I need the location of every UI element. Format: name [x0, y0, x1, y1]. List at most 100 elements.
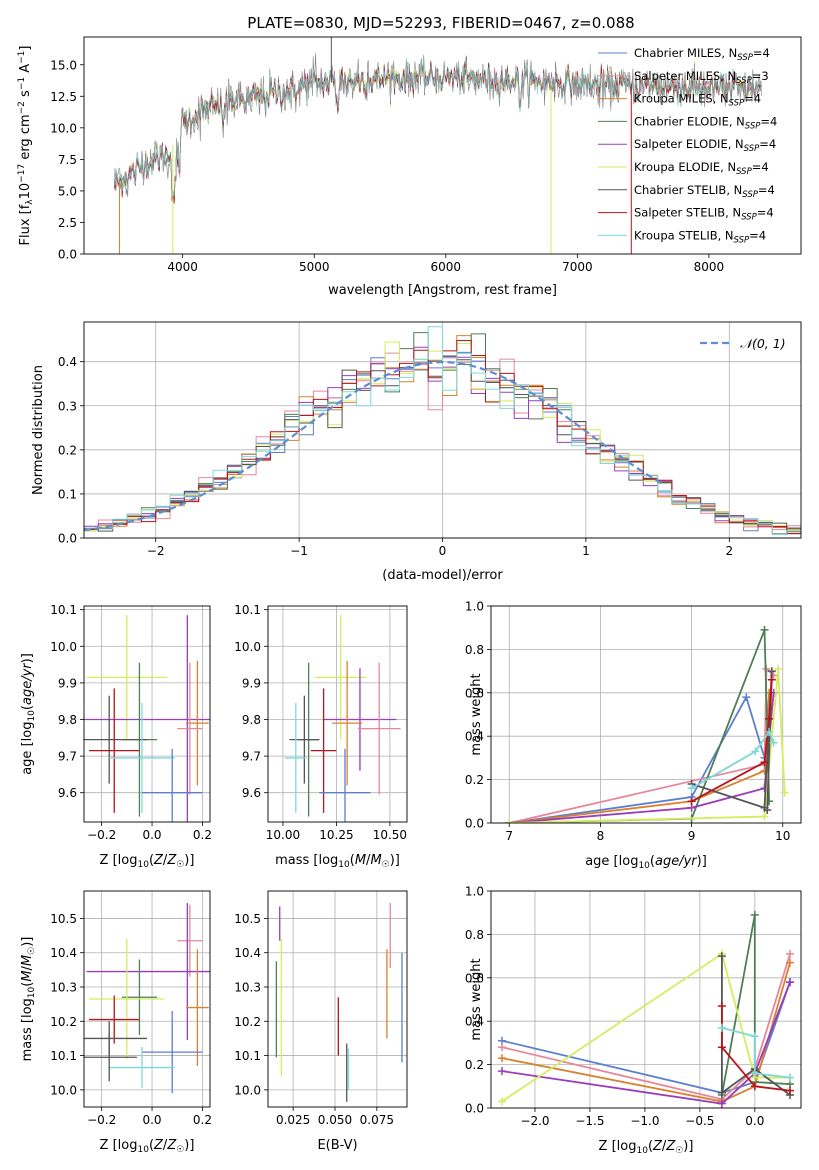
y-tick-label: 1.0	[465, 885, 484, 899]
y-tick-label: 9.8	[58, 713, 77, 727]
x-tick-label: 1	[582, 544, 590, 558]
x-tick-label: 5000	[299, 260, 330, 274]
y-tick-label: 0.0	[465, 817, 484, 831]
legend-label-text: Kroupa ELODIE, N	[634, 160, 736, 174]
y-tick-label: 0.2	[58, 443, 77, 457]
x-tick-label: 8	[597, 829, 605, 843]
y-axis-label-part: M	[20, 970, 35, 981]
weight-marker	[497, 1097, 506, 1106]
weight-marker	[786, 1086, 795, 1095]
weight-line-salpeter-stelib	[691, 679, 773, 803]
axes-frame	[267, 605, 408, 823]
y-tick-label: 10.3	[234, 981, 261, 995]
y-tick-label: 9.7	[58, 750, 77, 764]
y-tick-label: 9.9	[58, 676, 77, 690]
weight-marker	[763, 805, 772, 814]
axes-frame	[83, 36, 802, 255]
legend-label-text: =4	[752, 160, 769, 174]
legend-label-sub: SSP	[729, 99, 745, 109]
axes-frame	[490, 605, 802, 824]
y-tick-label: 9.7	[242, 750, 261, 764]
model-spectrum-kroupa-stelib	[114, 56, 762, 197]
x-axis-label-part: )]	[184, 1138, 194, 1153]
weight-marker	[765, 714, 774, 723]
y-axis-label-part: −17	[17, 164, 27, 183]
y-axis-label-part: A	[18, 64, 33, 77]
weight-marker	[717, 1099, 726, 1108]
y-tick-label: 10.4	[50, 946, 77, 960]
y-tick-label: 0.0	[465, 1102, 484, 1116]
weight-marker	[780, 788, 789, 797]
y-tick-label: 10.5	[50, 912, 77, 926]
y-axis-label-part: /	[20, 965, 35, 970]
y-tick-label: 0.8	[465, 928, 484, 942]
y-tick-label: 10.2	[234, 1015, 261, 1029]
plot-area-massweight_vs_age	[505, 625, 789, 823]
y-tick-label: 7.5	[58, 153, 77, 167]
panel-mass_vs_Z: −0.2 0.0 0.2 10.0 10.1 10.2 10.3 10.4 10.5 Z [log…	[20, 890, 212, 1155]
y-tick-label: 0.0	[58, 532, 77, 546]
legend-label: Kroupa STELIB, NSSP=4	[634, 228, 766, 245]
y-tick-label: 10.0	[50, 121, 77, 135]
legend-label: Chabrier MILES, NSSP=4	[634, 46, 770, 63]
x-axis-label-part: )]	[683, 1139, 693, 1154]
y-tick-label: 10.0	[234, 1083, 261, 1097]
legend-label: Chabrier ELODIE, NSSP=4	[634, 114, 777, 131]
weight-line-kroupa-miles	[509, 692, 770, 823]
weight-line-chabrier-miles	[509, 694, 766, 823]
y-axis-label-part: )]	[20, 653, 35, 663]
x-axis-label-part: M	[355, 853, 366, 868]
weight-marker	[497, 1054, 506, 1063]
x-axis-label-part: ☉	[675, 1146, 683, 1156]
legend-label-text: =4	[749, 228, 766, 242]
panels: 4000 5000 6000 7000 80000.02.55.07.510.012.5…	[17, 36, 802, 1156]
x-axis-label-part: ☉	[176, 1145, 184, 1155]
x-axis-label: wavelength [Angstrom, rest frame]	[328, 283, 557, 298]
weight-marker	[687, 784, 696, 793]
y-tick-label: 12.5	[50, 90, 77, 104]
y-axis-label-part: −1	[17, 51, 27, 64]
x-axis-label: E(B-V)	[317, 1138, 357, 1153]
weight-marker	[786, 978, 795, 987]
y-tick-label: 10.5	[234, 912, 261, 926]
legend-label-text: =4	[758, 183, 775, 197]
x-tick-label: 0.2	[193, 1113, 212, 1127]
legend-label-sub: SSP	[736, 167, 752, 177]
y-tick-label: 5.0	[58, 184, 77, 198]
weight-marker	[765, 727, 774, 736]
plot-area-age_vs_Z	[84, 615, 210, 822]
y-tick-label: 10.1	[234, 603, 261, 617]
legend-label-sub: SSP	[744, 144, 760, 154]
x-axis-label: (data-model)/error	[382, 568, 503, 583]
x-axis-label-part: )]	[697, 854, 707, 869]
x-axis-label-part: mass [log	[275, 853, 338, 868]
weight-line-salpeter-miles	[508, 666, 775, 823]
weight-marker	[717, 1043, 726, 1052]
weight-line-kroupa-elodie	[509, 668, 786, 823]
x-axis-label-part: 10	[137, 860, 149, 870]
weight-marker	[717, 1088, 726, 1097]
x-axis-label-part: Z	[166, 853, 177, 868]
x-axis-label-part: 10	[338, 860, 350, 870]
x-tick-label: 10.50	[373, 828, 407, 842]
y-axis-label-part: age/yr	[20, 662, 35, 705]
x-axis-label-part: ☉	[176, 860, 184, 870]
x-tick-label: −2.0	[520, 1114, 549, 1128]
x-tick-label: 10.25	[319, 828, 353, 842]
y-tick-label: 0.8	[465, 643, 484, 657]
legend-label-sub: SSP	[734, 235, 750, 245]
legend-label-text: Salpeter STELIB, N	[634, 206, 741, 220]
figure-title: PLATE=0830, MJD=52293, FIBERID=0467, z=0…	[247, 14, 634, 32]
plot-area-mass_vs_EBV	[275, 903, 403, 1102]
y-axis-label-part: ]	[18, 46, 33, 51]
x-tick-label: 7	[505, 829, 513, 843]
y-tick-label: 10.1	[50, 603, 77, 617]
x-axis-label-part: /	[163, 853, 168, 868]
y-tick-label: 10.1	[234, 1049, 261, 1063]
x-tick-label: 4000	[167, 260, 198, 274]
y-axis-label-part: (	[20, 982, 35, 987]
x-axis-label-part: ☉	[382, 860, 390, 870]
weight-marker	[786, 1073, 795, 1082]
x-tick-label: 0	[439, 544, 447, 558]
y-tick-label: 10.3	[50, 981, 77, 995]
